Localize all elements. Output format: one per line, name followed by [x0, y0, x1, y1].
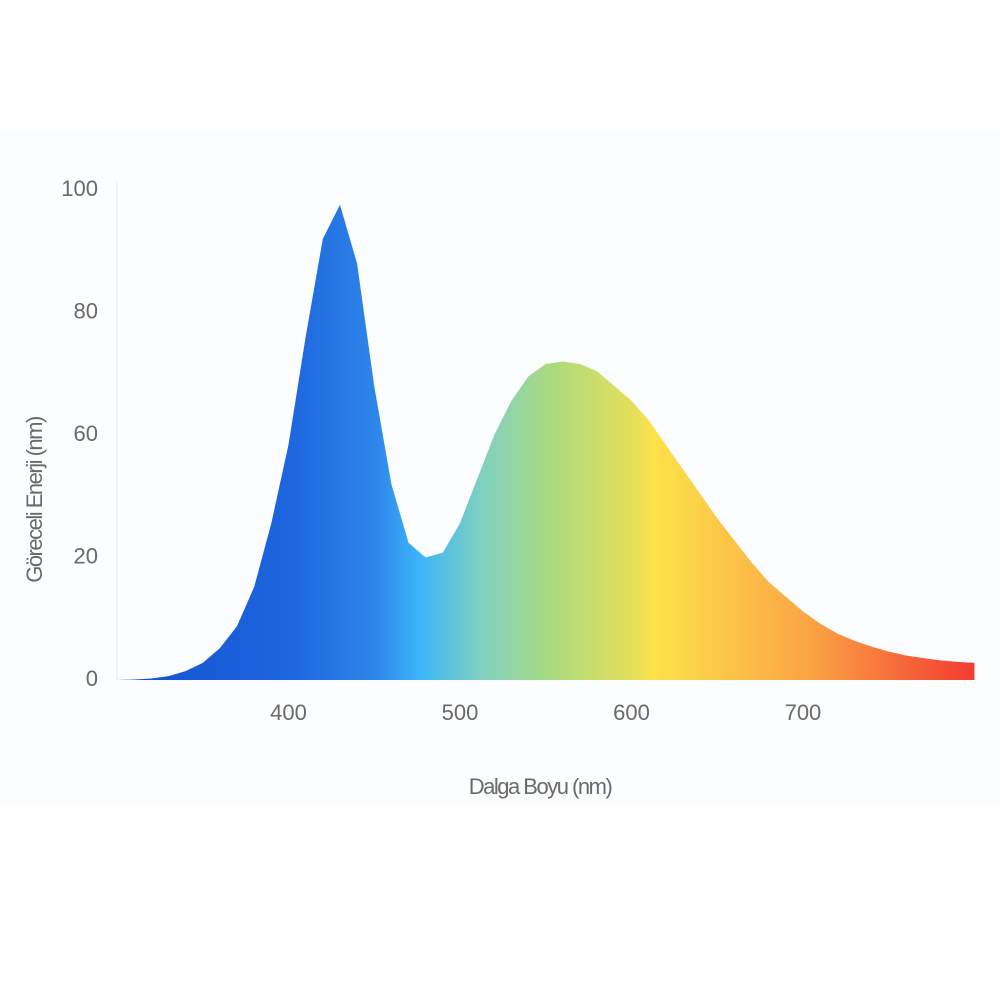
x-tick-label: 500	[442, 700, 479, 725]
x-tick-label: 400	[270, 700, 307, 725]
y-tick-label: 0	[86, 666, 98, 691]
x-tick-label: 600	[613, 700, 650, 725]
x-axis-title: Dalga Boyu (nm)	[469, 774, 612, 799]
y-tick-label: 20	[74, 543, 98, 568]
spectrum-area	[117, 204, 975, 680]
x-tick-label: 700	[785, 700, 822, 725]
y-tick-label: 60	[74, 421, 98, 446]
y-axis-title: Göreceli Enerji (nm)	[22, 417, 47, 583]
y-tick-label: 100	[61, 176, 98, 201]
y-tick-label: 80	[74, 298, 98, 323]
